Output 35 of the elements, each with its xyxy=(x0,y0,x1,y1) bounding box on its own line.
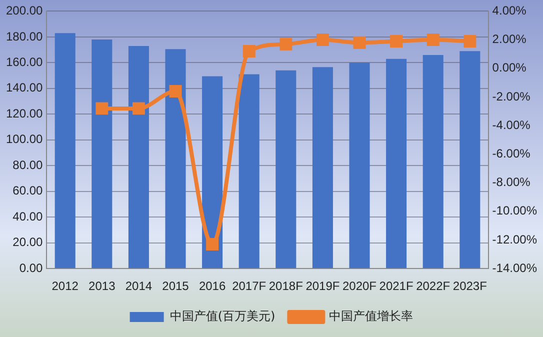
y2-tick-label: -2.00% xyxy=(492,89,531,104)
y-tick-label: 180.00 xyxy=(6,29,44,44)
y-tick-label: 80.00 xyxy=(12,158,44,172)
x-tick-label: 2012 xyxy=(52,279,79,294)
x-tick-label: 2015 xyxy=(162,279,190,294)
y2-tick-label: -14.00% xyxy=(492,260,538,275)
legend-label: 中国产值(百万美元) xyxy=(170,309,276,324)
y-tick-label: 140.00 xyxy=(6,80,44,95)
x-tick-label: 2016 xyxy=(198,279,226,294)
y2-tick-label: 4.00% xyxy=(492,4,527,18)
x-tick-label: 2013 xyxy=(88,279,116,294)
x-tick-label: 2020F xyxy=(342,279,377,294)
x-tick-label: 2017F xyxy=(232,279,266,294)
x-tick-label: 2022F xyxy=(416,279,450,294)
y2-tick-label: -8.00% xyxy=(492,175,531,190)
x-tick-label: 2023F xyxy=(452,279,487,294)
y-tick-label: 20.00 xyxy=(12,235,44,250)
y2-tick-label: -12.00% xyxy=(492,232,538,246)
legend-label: 中国产值增长率 xyxy=(329,309,414,324)
y-tick-label: 40.00 xyxy=(12,209,44,224)
y2-tick-label: -10.00% xyxy=(492,204,538,218)
x-tick-label: 2014 xyxy=(125,279,152,294)
x-tick-label: 2018F xyxy=(268,279,303,294)
y2-tick-label: 0.00% xyxy=(492,60,527,75)
x-tick-label: 2019F xyxy=(306,279,340,294)
y2-tick-label: 2.00% xyxy=(492,32,527,46)
y-tick-label: 0.00 xyxy=(19,260,44,275)
y-tick-label: 100.00 xyxy=(6,132,44,146)
y-tick-label: 200.00 xyxy=(6,4,44,18)
y-tick-label: 120.00 xyxy=(6,106,44,120)
y2-tick-label: -6.00% xyxy=(492,146,531,161)
y2-tick-label: -4.00% xyxy=(492,118,531,132)
y-tick-label: 60.00 xyxy=(12,184,44,198)
y-tick-label: 160.00 xyxy=(6,54,44,69)
x-tick-label: 2021F xyxy=(379,279,414,294)
